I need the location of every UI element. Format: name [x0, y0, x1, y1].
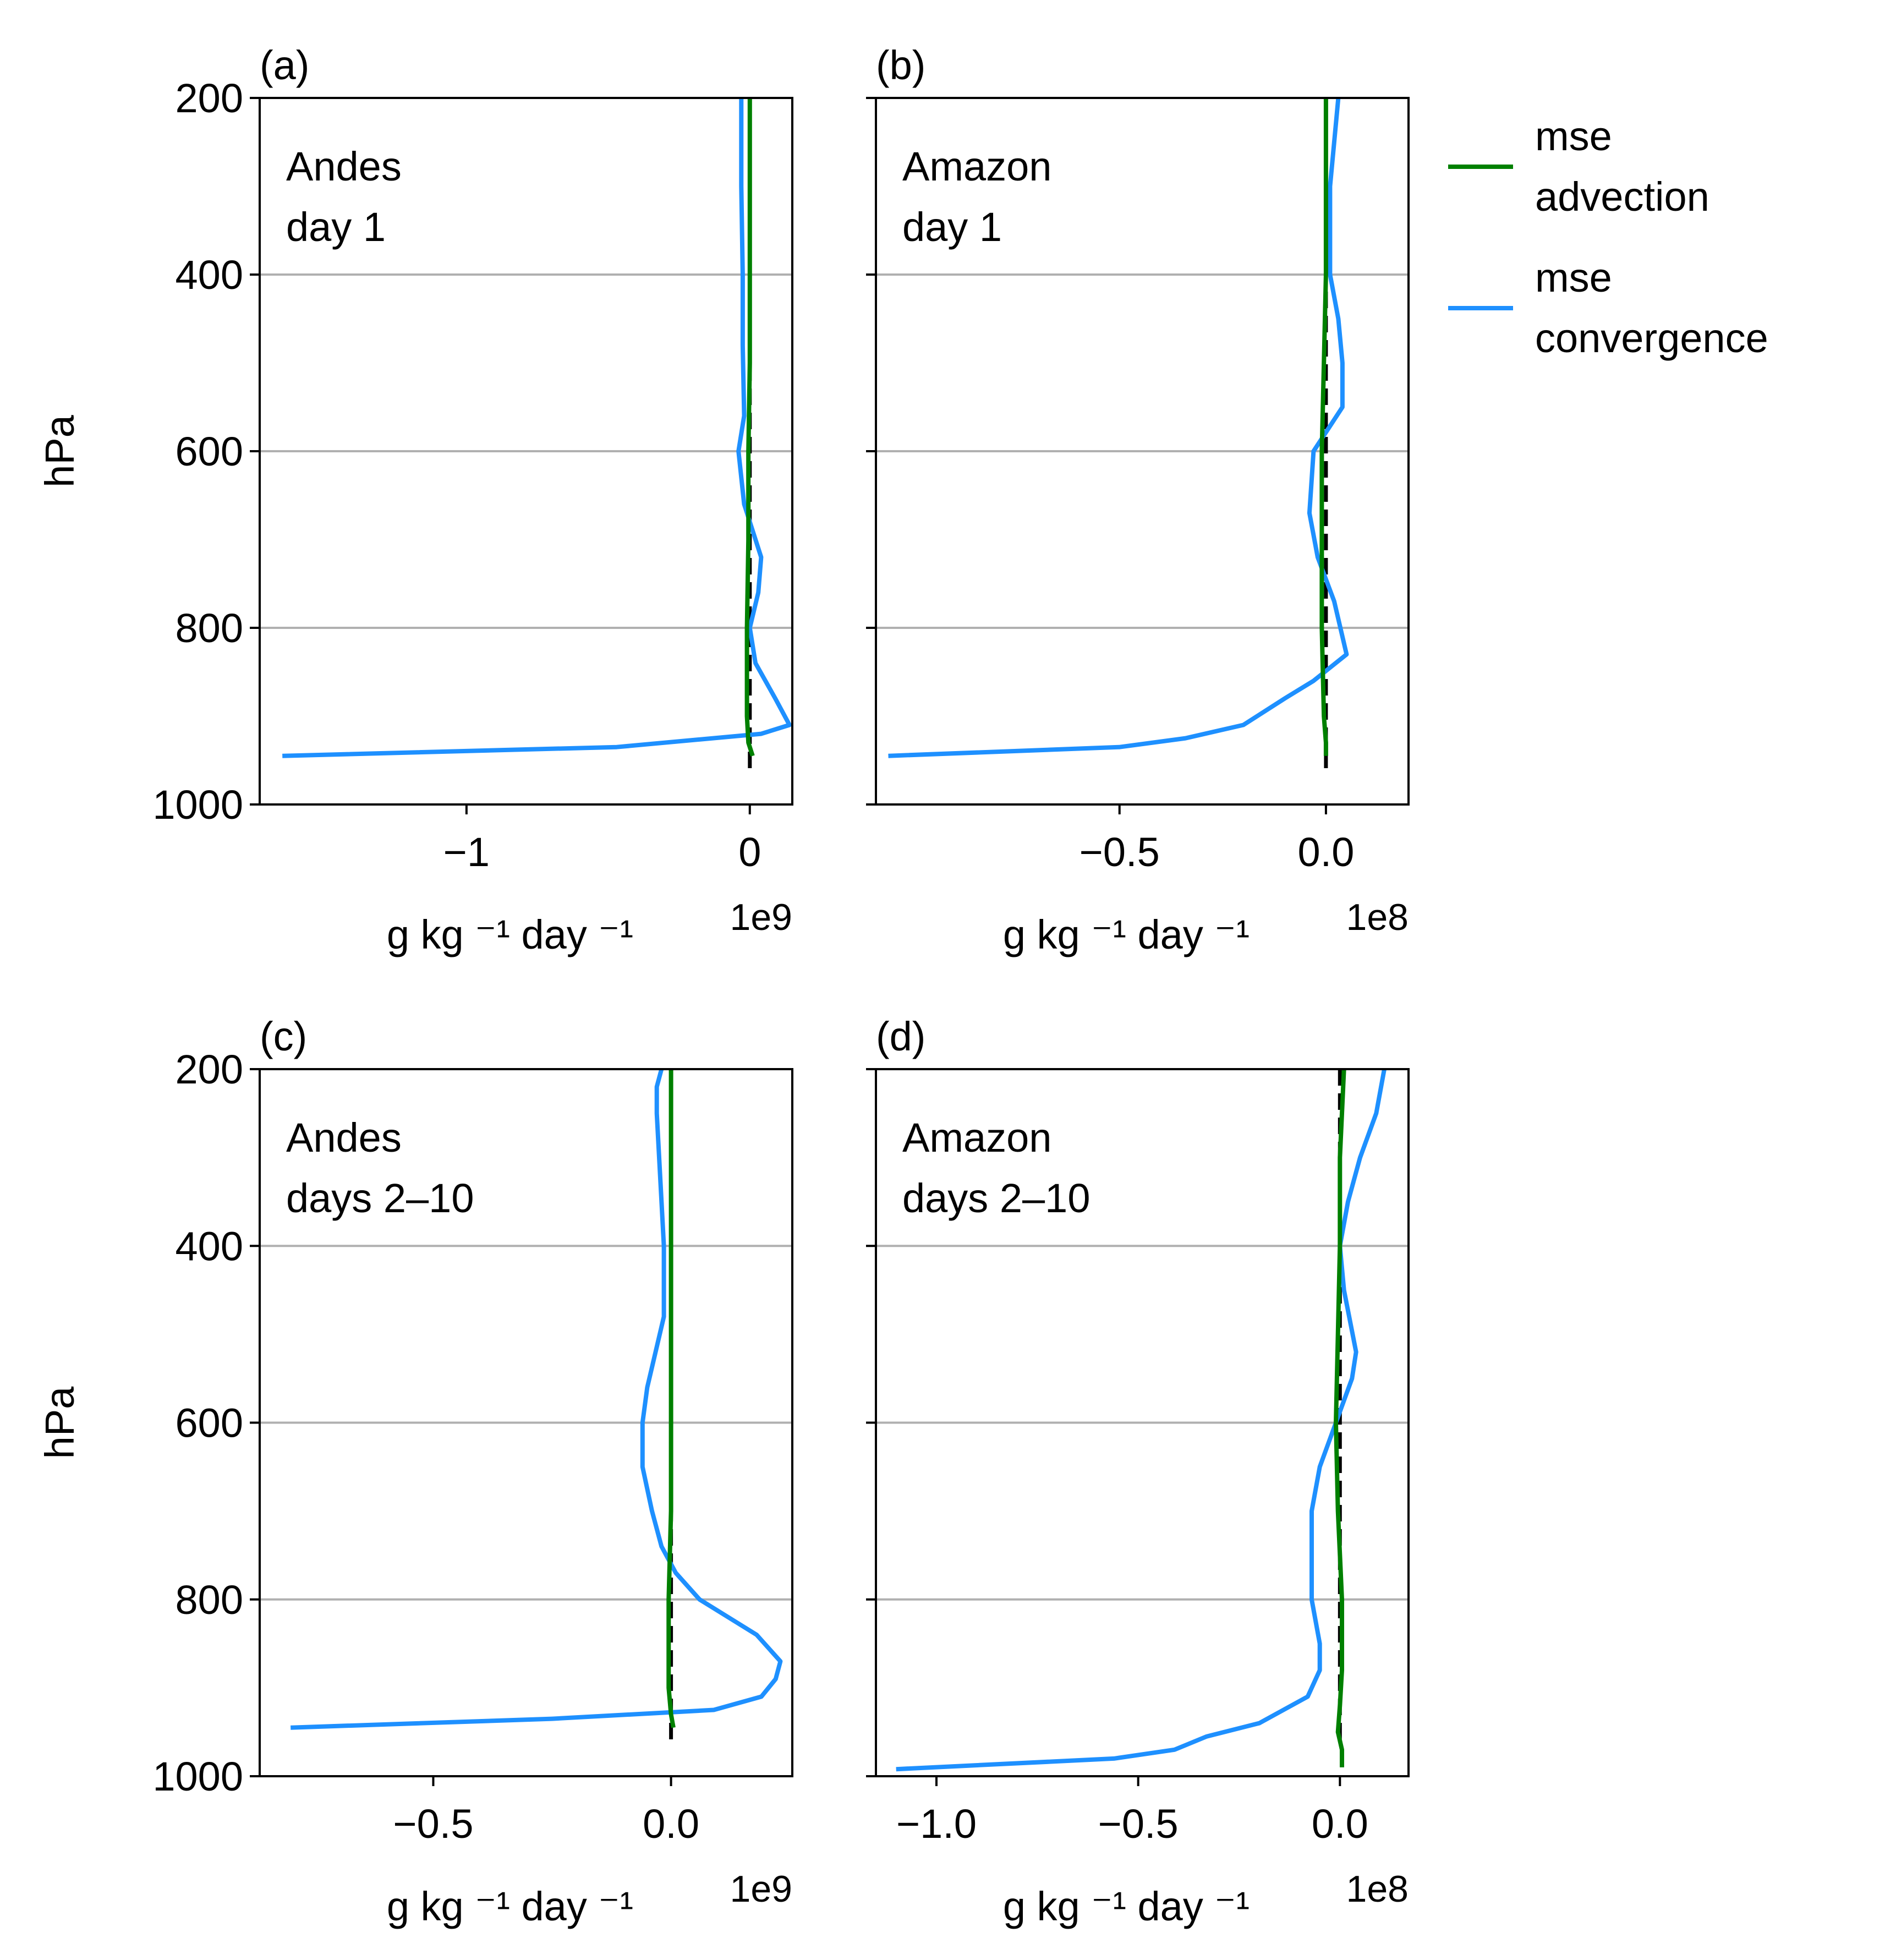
panel-label: (a) [260, 42, 309, 88]
series-line-convergence [896, 1069, 1387, 1772]
y-tick-label: 200 [176, 1047, 243, 1092]
x-offset-label: 1e9 [730, 896, 792, 938]
panel-c: 200 400 600 800 1000 −0.5 0.0 1e9 g kg ⁻¹ day ⁻¹… [37, 1014, 793, 1929]
legend-label-advection: mse [1535, 113, 1612, 159]
legend: mse advection mse convergence [1448, 113, 1768, 361]
y-axis-label: hPa [37, 414, 83, 488]
series-line-advection [1319, 98, 1328, 756]
x-axis-label: g kg ⁻¹ day ⁻¹ [1003, 912, 1250, 957]
y-tick-label: 400 [176, 252, 243, 298]
x-offset-label: 1e9 [730, 1868, 792, 1910]
panel-label: (b) [876, 42, 925, 88]
panel-annotation-line: Amazon [902, 144, 1051, 189]
panel-annotation-line: days 2–10 [286, 1175, 474, 1221]
panel-label: (c) [260, 1014, 307, 1059]
x-tick-label: 0.0 [643, 1801, 699, 1847]
panel-annotation-line: days 2–10 [902, 1175, 1091, 1221]
series-line-convergence [282, 98, 792, 758]
x-tick-label: 0.0 [1312, 1801, 1368, 1847]
legend-label-convergence: convergence [1535, 315, 1768, 361]
panel-b: −0.5 0.0 1e8 g kg ⁻¹ day ⁻¹ (b) Amazon day 1 [866, 42, 1410, 957]
y-tick-label: 1000 [152, 782, 243, 828]
legend-label-convergence: mse [1535, 255, 1612, 300]
series-line-advection [666, 1069, 676, 1728]
panel-annotation-line: Andes [286, 1115, 402, 1160]
panels: 200 400 600 800 1000 −1 0 1e9 g kg ⁻¹ day ⁻¹ hPa (… [37, 42, 1410, 1929]
x-tick-label: −0.5 [1080, 829, 1160, 875]
series-group [888, 98, 1349, 769]
x-tick-label: −0.5 [393, 1801, 473, 1847]
y-tick-label: 1000 [152, 1754, 243, 1799]
y-tick-label: 600 [176, 429, 243, 474]
x-tick-label: −1.0 [896, 1801, 977, 1847]
series-group [282, 98, 792, 769]
x-axis-label: g kg ⁻¹ day ⁻¹ [387, 912, 633, 957]
series-group [896, 1069, 1387, 1772]
series-line-convergence [291, 1069, 783, 1730]
panel-a: 200 400 600 800 1000 −1 0 1e9 g kg ⁻¹ day ⁻¹ hPa (… [37, 42, 793, 957]
legend-label-advection: advection [1535, 174, 1709, 220]
x-offset-label: 1e8 [1346, 896, 1409, 938]
y-tick-label: 400 [176, 1223, 243, 1269]
panel-annotation-line: day 1 [902, 204, 1002, 250]
series-line-advection [1334, 1069, 1346, 1767]
x-tick-label: −0.5 [1098, 1801, 1179, 1847]
y-tick-label: 800 [176, 605, 243, 651]
y-tick-label: 200 [176, 75, 243, 121]
series-line-advection [744, 98, 755, 757]
panel-annotation-line: Andes [286, 144, 402, 189]
x-tick-label: −1 [443, 829, 490, 875]
panel-annotation-line: Amazon [902, 1115, 1051, 1160]
panel-annotation-line: day 1 [286, 204, 386, 250]
x-tick-label: 0 [738, 829, 761, 875]
x-axis-label: g kg ⁻¹ day ⁻¹ [1003, 1884, 1250, 1929]
x-offset-label: 1e8 [1346, 1868, 1409, 1910]
panel-d: −1.0 −0.5 0.0 1e8 g kg ⁻¹ day ⁻¹ (d) Amazon day… [866, 1014, 1410, 1929]
series-line-convergence [888, 98, 1349, 758]
series-group [291, 1069, 783, 1741]
y-tick-label: 600 [176, 1400, 243, 1446]
x-axis-label: g kg ⁻¹ day ⁻¹ [387, 1884, 633, 1929]
y-axis-label: hPa [37, 1386, 83, 1459]
y-tick-label: 800 [176, 1577, 243, 1623]
x-tick-label: 0.0 [1297, 829, 1354, 875]
panel-label: (d) [876, 1014, 925, 1059]
